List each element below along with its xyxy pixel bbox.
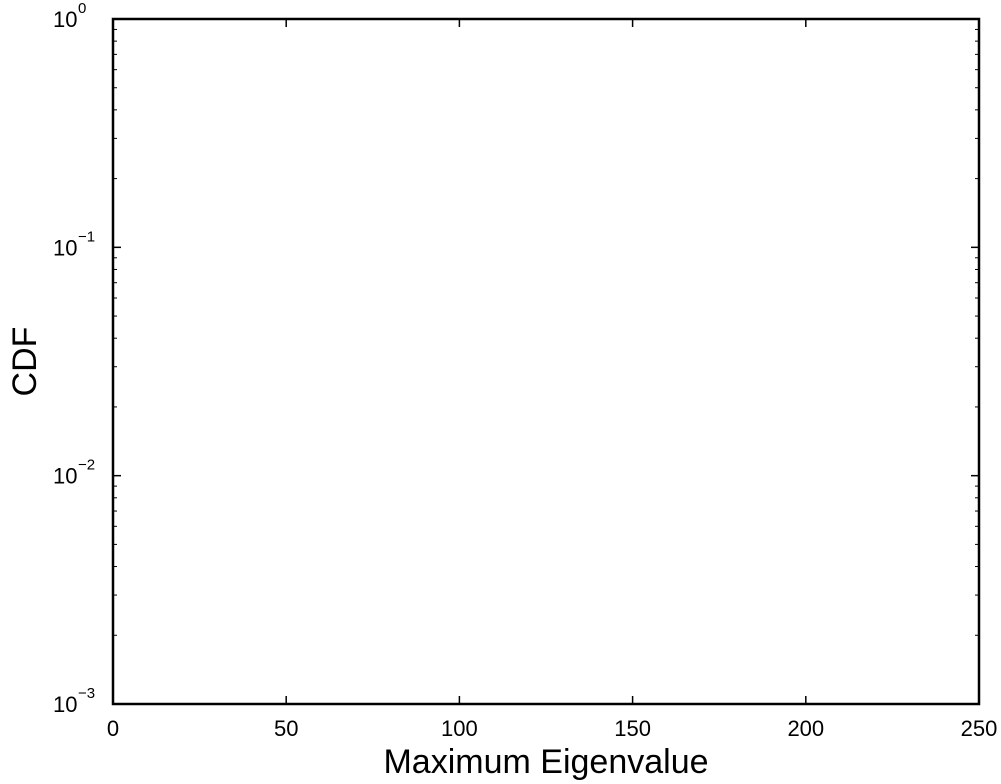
plot-area (111, 17, 981, 706)
y-tick-label-exponent: −3 (78, 685, 95, 702)
x-axis-label: Maximum Eigenvalue (383, 743, 708, 781)
x-tick-label: 250 (961, 716, 998, 741)
x-tick-label: 0 (107, 716, 119, 741)
y-tick-label-base: 10 (53, 692, 77, 717)
x-axis-ticks: 0 50 100 150 200 250 (107, 19, 997, 741)
y-tick-label-base: 10 (53, 235, 77, 260)
x-tick-label: 100 (441, 716, 478, 741)
y-tick-label-base: 10 (53, 7, 77, 32)
x-tick-label: 150 (614, 716, 651, 741)
y-tick-label-exponent: 0 (78, 0, 86, 17)
y-tick-label-exponent: −2 (78, 457, 95, 474)
x-tick-label: 200 (787, 716, 824, 741)
x-tick-label: 50 (274, 716, 298, 741)
y-tick-label-base: 10 (53, 464, 77, 489)
y-axis-label: CDF (6, 327, 44, 397)
y-tick-label-exponent: −1 (78, 228, 95, 245)
